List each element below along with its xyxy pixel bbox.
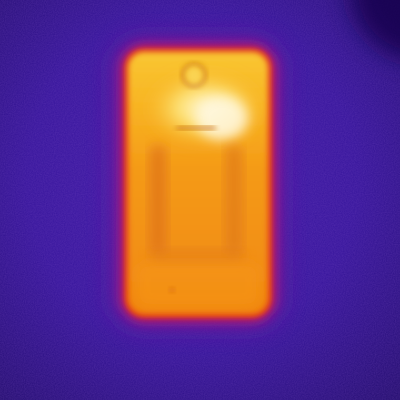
right-shadow-band xyxy=(226,145,242,255)
phone-bottom-hole xyxy=(169,287,175,293)
left-shadow-band xyxy=(150,145,166,255)
camera-lens xyxy=(186,67,202,83)
dark-corner xyxy=(350,0,400,58)
phone-lower-area xyxy=(136,262,260,308)
bottom-shadow-band xyxy=(150,250,245,264)
camera-ring xyxy=(181,62,207,88)
phone-hotspot-core xyxy=(196,96,248,140)
speaker-slot xyxy=(176,126,216,130)
